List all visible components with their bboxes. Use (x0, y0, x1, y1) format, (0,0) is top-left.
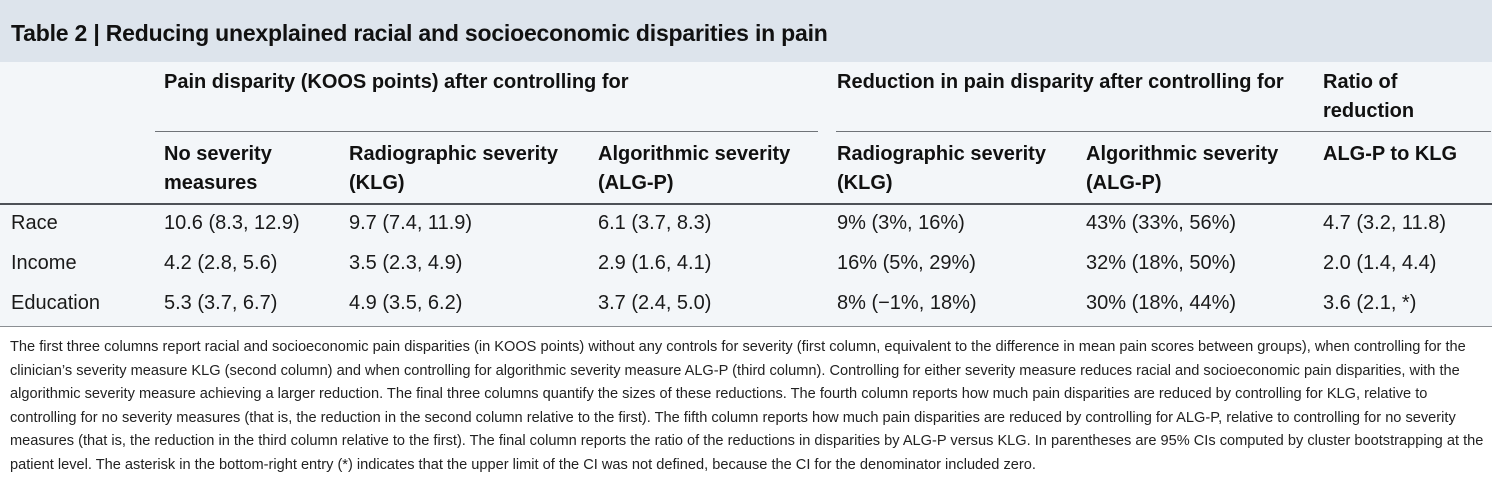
row-label-income: Income (11, 252, 77, 274)
table-cell: 3.5 (2.3, 4.9) (349, 252, 463, 274)
table-title: Table 2 | Reducing unexplained racial an… (11, 20, 828, 46)
col-header-5-line2: (ALG-P) (1086, 172, 1162, 194)
col-header-3-line1: Algorithmic severity (598, 143, 791, 165)
group-header-ratio-line1: Ratio of (1323, 71, 1398, 93)
table-cell: 43% (33%, 56%) (1086, 212, 1237, 234)
group-rule-reduction (836, 131, 1491, 132)
col-header-4-line1: Radiographic severity (837, 143, 1046, 165)
table-cell: 2.9 (1.6, 4.1) (598, 252, 712, 274)
table-cell: 4.2 (2.8, 5.6) (164, 252, 278, 274)
group-rule-pain-disparity (155, 131, 818, 132)
table-cell: 4.9 (3.5, 6.2) (349, 292, 463, 314)
group-header-ratio-line2: reduction (1323, 100, 1415, 122)
data-table: Pain disparity (KOOS points) after contr… (0, 62, 1492, 326)
group-header-reduction: Reduction in pain disparity after contro… (837, 71, 1284, 93)
col-header-1-line2: measures (164, 172, 258, 194)
table-cell: 32% (18%, 50%) (1086, 252, 1237, 274)
table-bottom-rule (0, 326, 1492, 327)
table-cell: 6.1 (3.7, 8.3) (598, 212, 712, 234)
table-cell: 10.6 (8.3, 12.9) (164, 212, 300, 234)
col-header-3-line2: (ALG-P) (598, 172, 674, 194)
table-footnote: The first three columns report racial an… (10, 339, 1484, 473)
table-cell: 3.7 (2.4, 5.0) (598, 292, 712, 314)
col-header-5-line1: Algorithmic severity (1086, 143, 1279, 165)
col-header-6-line1: ALG-P to KLG (1323, 143, 1458, 165)
table-cell: 16% (5%, 29%) (837, 252, 976, 274)
table-cell: 5.3 (3.7, 6.7) (164, 292, 278, 314)
table-cell: 9.7 (7.4, 11.9) (349, 212, 473, 234)
table-cell: 3.6 (2.1, *) (1323, 292, 1417, 314)
group-header-pain-disparity: Pain disparity (KOOS points) after contr… (164, 71, 629, 93)
col-header-2-line1: Radiographic severity (349, 143, 558, 165)
table-cell: 8% (−1%, 18%) (837, 292, 977, 314)
row-label-race: Race (11, 212, 58, 234)
row-label-education: Education (11, 292, 100, 314)
header-rule (0, 203, 1492, 205)
col-header-4-line2: (KLG) (837, 172, 893, 194)
col-header-1-line1: No severity (164, 143, 272, 165)
table-cell: 30% (18%, 44%) (1086, 292, 1237, 314)
table-cell: 4.7 (3.2, 11.8) (1323, 212, 1447, 234)
col-header-2-line2: (KLG) (349, 172, 405, 194)
table-cell: 9% (3%, 16%) (837, 212, 965, 234)
table-cell: 2.0 (1.4, 4.4) (1323, 252, 1437, 274)
table-title-bar: Table 2 | Reducing unexplained racial an… (0, 0, 1492, 62)
